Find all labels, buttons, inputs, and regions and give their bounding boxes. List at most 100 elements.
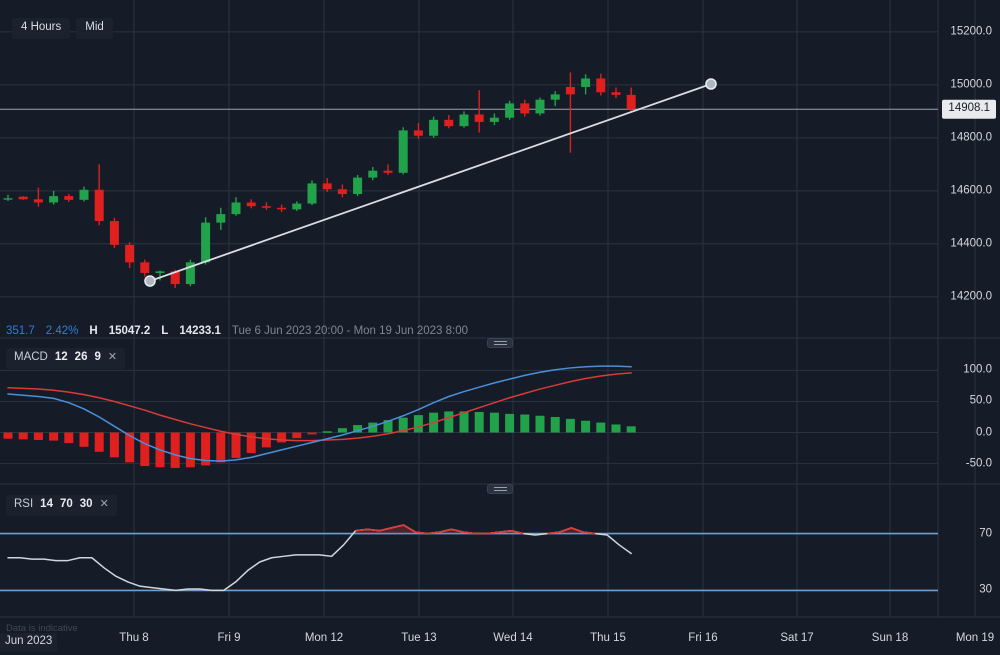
time-axis-label[interactable]: Mon 19 bbox=[955, 632, 995, 644]
macd-histogram-bar bbox=[535, 415, 545, 433]
macd-histogram-bar bbox=[246, 432, 256, 454]
macd-histogram-bar bbox=[383, 420, 393, 433]
candle-body bbox=[581, 78, 591, 87]
macd-histogram-bar bbox=[581, 420, 591, 433]
rsi-overbought-line bbox=[355, 524, 524, 535]
rsi-overbought-line bbox=[547, 527, 596, 535]
candle-body bbox=[322, 183, 332, 190]
candle-body bbox=[474, 114, 484, 122]
macd-histogram-bar bbox=[337, 428, 347, 433]
change-percent: 2.42% bbox=[45, 325, 79, 337]
price-axis-label: 14400.0 bbox=[950, 237, 992, 250]
macd-histogram-bar bbox=[216, 432, 226, 463]
candle-body bbox=[565, 86, 575, 95]
macd-histogram-bar bbox=[565, 418, 575, 433]
candle-body bbox=[292, 203, 302, 210]
candle-body bbox=[489, 117, 499, 122]
macd-histogram-bar bbox=[505, 413, 515, 433]
macd-histogram-bar bbox=[292, 432, 302, 439]
macd-axis-label: 100.0 bbox=[963, 363, 992, 376]
rsi-label: RSI bbox=[14, 498, 34, 510]
time-axis-label[interactable]: Thu 15 bbox=[590, 632, 626, 644]
close-icon[interactable]: ✕ bbox=[99, 498, 109, 511]
rsi-overbought-fill bbox=[547, 527, 596, 534]
macd-param-slow[interactable]: 26 bbox=[74, 351, 88, 363]
candle-body bbox=[550, 94, 560, 100]
macd-histogram-bar bbox=[596, 422, 606, 433]
candle-body bbox=[185, 262, 195, 285]
candle-body bbox=[611, 92, 621, 95]
rsi-indicator-header[interactable]: RSI 14 70 30 ✕ bbox=[6, 495, 117, 516]
time-axis-label[interactable]: Sat 17 bbox=[780, 632, 814, 644]
rsi-param-upper[interactable]: 70 bbox=[59, 498, 73, 510]
time-axis-label[interactable]: Mon 12 bbox=[304, 632, 344, 644]
rsi-overbought-line bbox=[547, 527, 596, 535]
panel-resize-handle-macd[interactable] bbox=[487, 338, 513, 348]
macd-histogram-bar bbox=[489, 412, 499, 433]
macd-line bbox=[7, 365, 632, 462]
current-price-tag: 14908.1 bbox=[942, 99, 996, 119]
close-icon[interactable]: ✕ bbox=[107, 351, 118, 364]
candle-body bbox=[429, 119, 439, 136]
macd-param-signal[interactable]: 9 bbox=[94, 351, 101, 363]
macd-histogram-bar bbox=[307, 432, 317, 435]
rsi-param-period[interactable]: 14 bbox=[40, 498, 53, 510]
macd-histogram-bar bbox=[33, 432, 43, 440]
low-label: L bbox=[161, 325, 169, 337]
macd-param-fast[interactable]: 12 bbox=[54, 351, 68, 363]
candle-body bbox=[201, 222, 211, 263]
candle-body bbox=[49, 196, 59, 203]
macd-histogram-bar bbox=[474, 412, 484, 433]
time-axis-label[interactable]: Fri 16 bbox=[688, 632, 718, 644]
macd-histogram-bar bbox=[64, 432, 74, 444]
macd-histogram-bar bbox=[125, 432, 135, 463]
trendline bbox=[149, 83, 712, 282]
candle-body bbox=[140, 262, 150, 273]
candle-body bbox=[33, 199, 43, 203]
macd-histogram-bar bbox=[611, 424, 621, 433]
macd-indicator-header[interactable]: MACD 12 26 9 ✕ bbox=[6, 348, 126, 369]
time-axis-label[interactable]: Fri 9 bbox=[217, 632, 241, 644]
trendline-handle[interactable] bbox=[705, 78, 717, 90]
macd-axis-label: 50.0 bbox=[969, 394, 992, 407]
rsi-axis-label: 30 bbox=[979, 583, 992, 596]
macd-histogram-bar bbox=[368, 422, 378, 433]
price-type-button[interactable]: Mid bbox=[76, 18, 113, 39]
candle-body bbox=[459, 114, 469, 127]
macd-histogram-bar bbox=[49, 432, 59, 441]
candle-body bbox=[353, 177, 363, 194]
candle-body bbox=[337, 189, 347, 194]
time-axis-label[interactable]: Sun 18 bbox=[871, 632, 909, 644]
timeframe-button[interactable]: 4 Hours bbox=[12, 18, 71, 39]
candle-body bbox=[18, 196, 28, 200]
high-label: H bbox=[89, 325, 98, 337]
candle-body bbox=[368, 170, 378, 178]
candle-body bbox=[3, 198, 13, 200]
rsi-param-lower[interactable]: 30 bbox=[79, 498, 93, 510]
candle-body bbox=[155, 271, 165, 273]
macd-histogram-bar bbox=[155, 432, 165, 468]
date-range: Tue 6 Jun 2023 20:00 - Mon 19 Jun 2023 8… bbox=[231, 325, 469, 337]
candle-body bbox=[94, 189, 104, 222]
macd-histogram-bar bbox=[79, 432, 89, 447]
candle-body bbox=[413, 130, 423, 136]
macd-histogram-bar bbox=[353, 425, 363, 433]
candle-body bbox=[398, 130, 408, 173]
macd-signal-line bbox=[7, 372, 632, 442]
rsi-axis-label: 70 bbox=[979, 526, 992, 539]
time-axis-label[interactable]: Wed 14 bbox=[493, 632, 533, 644]
time-axis-label[interactable]: Tue 13 bbox=[401, 632, 437, 644]
price-axis-label: 15200.0 bbox=[950, 25, 992, 38]
macd-histogram-bar bbox=[277, 432, 287, 443]
macd-histogram-bar bbox=[231, 432, 241, 458]
trendline-handle[interactable] bbox=[144, 275, 156, 287]
candle-body bbox=[596, 78, 606, 93]
macd-histogram-bar bbox=[18, 432, 28, 440]
macd-histogram-bar bbox=[459, 411, 469, 433]
time-axis-label[interactable]: Thu 8 bbox=[119, 632, 149, 644]
panel-resize-handle-rsi[interactable] bbox=[487, 484, 513, 494]
macd-histogram-bar bbox=[413, 415, 423, 433]
macd-histogram-bar bbox=[3, 432, 13, 439]
macd-axis-label: -50.0 bbox=[965, 456, 992, 469]
time-axis-label[interactable]: Jun 2023 bbox=[0, 633, 58, 652]
